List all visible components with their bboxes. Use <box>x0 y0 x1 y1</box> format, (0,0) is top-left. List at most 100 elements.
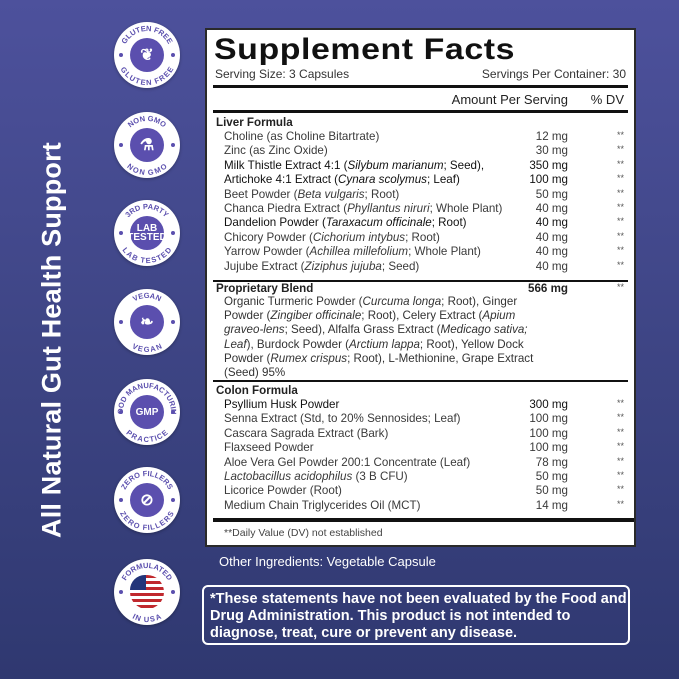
amount: 300 mg <box>529 398 568 411</box>
amount: 100 mg <box>529 173 568 187</box>
amount: 30 mg <box>535 144 568 158</box>
daily-value: ** <box>616 144 624 155</box>
ingredient-row: Zinc (as Zinc Oxide) 30 mg ** <box>207 144 634 158</box>
badge-bottom-text: VEGAN <box>131 342 163 354</box>
ingredient-name: Psyllium Husk Powder <box>224 398 339 411</box>
blend-part: ; Root), Ginger Powder ( <box>224 295 518 323</box>
daily-value: ** <box>616 282 624 292</box>
amount: 100 mg <box>529 441 568 455</box>
ingredient-name: Chicory Powder (Cichorium intybus; Root) <box>224 231 440 244</box>
no-filler-icon: ⊘ <box>130 483 164 517</box>
badge: VEGAN VEGAN ❧ <box>114 289 180 355</box>
amount: 566 mg <box>528 282 568 295</box>
amount: 40 mg <box>535 245 568 259</box>
dot <box>119 590 123 594</box>
divider <box>213 110 628 113</box>
daily-value: ** <box>616 455 624 466</box>
dot <box>171 231 175 235</box>
daily-value: ** <box>616 398 624 408</box>
name-part: Cichorium intybus <box>312 230 406 244</box>
name-part: Cascara Sagrada Extract (Bark) <box>224 426 389 440</box>
daily-value: ** <box>616 216 624 227</box>
daily-value: ** <box>616 259 624 270</box>
name-part: Silybum marianum <box>347 158 444 172</box>
name-part: ; Whole Plant) <box>429 202 503 215</box>
name-part: Lactobacillus acidophilus <box>224 470 353 483</box>
ingredient-name: Jujube Extract (Ziziphus jujuba; Seed) <box>224 260 419 273</box>
ingredient-name: Milk Thistle Extract 4:1 (Silybum marian… <box>224 159 484 172</box>
amount: 40 mg <box>535 216 568 230</box>
name-part: ; Seed), <box>443 158 485 172</box>
daily-value: ** <box>616 158 624 169</box>
name-part: ; Seed) <box>381 259 420 273</box>
section-header: Proprietary Blend 566 mg ** <box>207 282 634 296</box>
name-part: Phyllantus niruri <box>347 202 430 215</box>
name-part: Chanca Piedra Extract ( <box>224 202 348 215</box>
ingredient-name: Dandelion Powder (Taraxacum officinale; … <box>224 216 467 229</box>
daily-value: ** <box>616 187 624 198</box>
divider <box>213 85 628 88</box>
blend-part: Zingiber officinale <box>270 309 362 323</box>
amount: 78 mg <box>535 455 568 469</box>
badge: ZERO FILLERS ZERO FILLERS ⊘ <box>114 467 180 533</box>
name-part: Yarrow Powder ( <box>224 245 310 259</box>
blend-part: Rumex crispus <box>270 351 348 365</box>
ingredient-row: Medium Chain Triglycerides Oil (MCT) 14 m… <box>207 499 634 513</box>
ingredient-name: Colon Formula <box>216 384 298 397</box>
daily-value: ** <box>616 470 624 480</box>
ingredient-name: Licorice Powder (Root) <box>224 484 342 497</box>
dot <box>171 590 175 594</box>
badge-top-text: NON GMO <box>126 114 168 129</box>
section-header: Liver Formula <box>207 116 634 130</box>
badge: GLUTEN FREE GLUTEN FREE ❦ <box>114 22 180 88</box>
daily-value: ** <box>616 484 624 495</box>
ingredient-name: Choline (as Choline Bitartrate) <box>224 130 379 143</box>
divider <box>213 518 634 522</box>
name-part: Licorice Powder (Root) <box>224 484 342 498</box>
ingredient-name: Medium Chain Triglycerides Oil (MCT) <box>224 499 421 512</box>
name-part: Chicory Powder ( <box>224 230 313 244</box>
ingredient-name: Flaxseed Powder <box>224 441 314 454</box>
ingredient-row: Flaxseed Powder 100 mg ** <box>207 441 634 455</box>
ingredient-row: Dandelion Powder (Taraxacum officinale; … <box>207 216 634 230</box>
ingredient-name: Lactobacillus acidophilus (3 B CFU) <box>224 470 408 483</box>
ingredient-name: Aloe Vera Gel Powder 200:1 Concentrate (… <box>224 456 470 469</box>
name-part: Milk Thistle Extract 4:1 ( <box>224 158 348 172</box>
ingredient-row: Yarrow Powder (Achillea millefolium; Who… <box>207 245 634 259</box>
badge-bottom-text: IN USA <box>131 612 163 624</box>
badge-bottom-text: PRACTICE <box>124 428 169 444</box>
ingredient-row: Beet Powder (Beta vulgaris; Root) 50 mg ** <box>207 188 634 202</box>
blend-part: ; Seed), Alfalfa Grass Extract ( <box>284 323 441 337</box>
ingredient-row: Jujube Extract (Ziziphus jujuba; Seed) 40… <box>207 260 634 274</box>
name-part: ; Leaf) <box>426 173 460 187</box>
dv-header: % DV <box>590 92 624 107</box>
name-part: Beet Powder ( <box>224 187 298 201</box>
name-part: Choline (as Choline Bitartrate) <box>224 130 380 143</box>
name-part: Dandelion Powder ( <box>224 216 326 230</box>
amount: 50 mg <box>535 470 568 483</box>
leaf-v-icon: ❧ <box>130 305 164 339</box>
dot <box>119 53 123 57</box>
amount: 12 mg <box>535 130 568 143</box>
amount: 100 mg <box>529 412 568 426</box>
dot <box>119 410 123 414</box>
blend-part: ; Root), L-Methionine, Grape Extract (Se… <box>224 351 534 380</box>
name-part: Cynara scolymus <box>338 173 427 187</box>
amount: 50 mg <box>535 484 568 498</box>
dot <box>119 320 123 324</box>
ingredient-row: Lactobacillus acidophilus (3 B CFU) 50 mg… <box>207 470 634 484</box>
name-part: Flaxseed Powder <box>224 441 314 455</box>
amount: 40 mg <box>535 230 568 244</box>
daily-value: ** <box>616 202 624 212</box>
ingredient-name: Liver Formula <box>216 116 293 129</box>
name-part: ; Root) <box>405 230 440 244</box>
name-part: Psyllium Husk Powder <box>224 398 340 411</box>
amount: 40 mg <box>535 202 568 215</box>
ingredient-name: Cascara Sagrada Extract (Bark) <box>224 427 388 440</box>
blend-part: Apium graveo-lens <box>224 309 516 337</box>
wheat-icon: ❦ <box>130 38 164 72</box>
ingredient-row: Cascara Sagrada Extract (Bark) 100 mg ** <box>207 427 634 441</box>
amount: 14 mg <box>535 498 568 512</box>
name-part: Artichoke 4:1 Extract ( <box>224 173 339 187</box>
